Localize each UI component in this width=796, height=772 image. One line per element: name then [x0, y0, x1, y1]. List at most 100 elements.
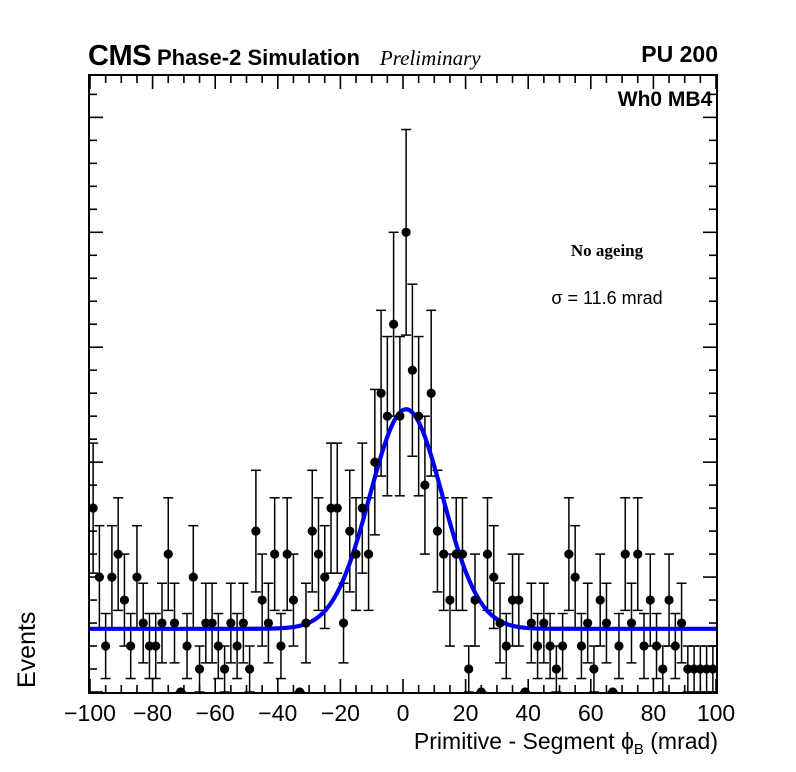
data-point [401, 227, 411, 237]
data-point [107, 572, 117, 582]
data-point [551, 664, 561, 674]
data-point [708, 664, 716, 674]
x-axis-title: Primitive - Segment ϕB (mrad) [88, 728, 718, 758]
x-tick-label: −20 [320, 700, 360, 726]
data-point [389, 319, 399, 329]
pileup-label: PU 200 [641, 41, 718, 67]
data-point [608, 687, 618, 692]
x-tick-label: 100 [696, 700, 736, 726]
data-points [90, 227, 716, 692]
data-point [151, 641, 161, 651]
data-point [489, 572, 499, 582]
plot-frame: Wh0 MB4 No ageing σ = 11.6 mrad [88, 74, 718, 694]
data-point [482, 549, 493, 559]
data-point [651, 641, 662, 651]
data-point [238, 618, 248, 628]
data-point [226, 618, 236, 628]
x-tick-label: −100 [64, 700, 116, 726]
data-point [94, 572, 104, 582]
data-point [445, 595, 455, 605]
x-axis-title-text: Primitive - Segment ϕB (mrad) [413, 728, 718, 758]
data-point [301, 618, 311, 628]
data-point [338, 618, 349, 628]
chart-header: CMS Phase-2 Simulation Preliminary PU 200 [88, 40, 718, 73]
data-point [620, 549, 630, 559]
data-point [570, 572, 580, 582]
data-point [351, 549, 361, 559]
data-point [414, 411, 424, 421]
annotation-sigma: σ = 11.6 mrad [551, 288, 663, 308]
data-point [614, 641, 624, 651]
data-point [295, 687, 305, 692]
data-point [188, 572, 198, 582]
cms-header-left: CMS Phase-2 Simulation Preliminary [88, 40, 481, 73]
data-point [363, 549, 374, 559]
plot-canvas [90, 76, 716, 692]
data-point [101, 641, 111, 651]
data-point [526, 618, 536, 628]
data-point [395, 411, 405, 421]
data-point [382, 411, 392, 421]
data-point [126, 641, 136, 651]
data-point [658, 664, 668, 674]
data-point [320, 572, 330, 582]
data-point [470, 595, 480, 605]
data-point [432, 526, 443, 536]
data-point [113, 549, 123, 559]
data-point [270, 549, 280, 559]
data-point [332, 503, 342, 513]
data-point [376, 388, 386, 398]
data-point [357, 503, 367, 513]
data-point [407, 365, 417, 375]
data-point [426, 388, 436, 398]
x-tick-label: 20 [452, 700, 479, 726]
data-point [576, 641, 587, 651]
data-point [664, 595, 674, 605]
data-point [138, 618, 148, 628]
data-point [282, 549, 292, 559]
data-point [313, 549, 324, 559]
data-point [288, 595, 299, 605]
data-point [169, 618, 180, 628]
data-point [564, 549, 574, 559]
data-point [163, 549, 173, 559]
data-point [670, 641, 680, 651]
data-point [495, 618, 505, 628]
data-point [639, 641, 649, 651]
data-point [194, 664, 205, 674]
data-point [520, 687, 530, 692]
data-point [119, 595, 130, 605]
data-point [307, 526, 317, 536]
axis-ticks [90, 76, 716, 692]
data-point [545, 641, 555, 651]
data-point [182, 641, 192, 651]
cms-subtitle: Phase-2 Simulation [156, 45, 360, 70]
data-point [219, 664, 230, 674]
data-point [245, 664, 255, 674]
data-point [276, 641, 286, 651]
x-tick-label: −80 [133, 700, 173, 726]
fit-curve [90, 407, 716, 631]
data-point [633, 549, 643, 559]
data-point [232, 641, 242, 651]
data-point [420, 480, 430, 490]
data-point [589, 664, 599, 674]
data-point [583, 618, 593, 628]
data-point [213, 641, 223, 651]
y-tick-labels: 0510152025 [0, 0, 80, 772]
data-point [439, 549, 449, 559]
data-point [257, 595, 267, 605]
data-point [464, 664, 474, 674]
x-tick-label: 0 [396, 700, 410, 726]
data-point [514, 595, 524, 605]
data-point [345, 526, 355, 536]
x-tick-label: 40 [515, 700, 541, 726]
data-point [595, 595, 605, 605]
data-point [532, 641, 543, 651]
data-point [251, 526, 261, 536]
data-point [157, 618, 167, 628]
data-point [370, 457, 380, 467]
data-point [207, 618, 217, 628]
data-point [457, 549, 468, 559]
